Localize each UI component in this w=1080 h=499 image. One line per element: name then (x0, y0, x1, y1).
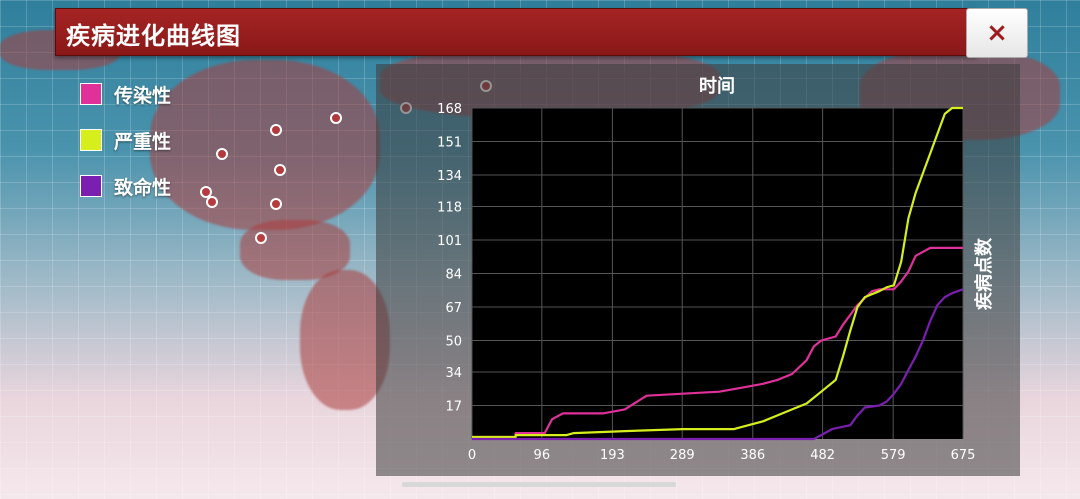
airport-icon (274, 164, 286, 176)
y-axis-label: 疾病点数 (973, 237, 995, 310)
series-line-1 (472, 246, 963, 439)
chart-title: 时间 (699, 76, 735, 97)
close-icon: × (986, 18, 1008, 48)
y-tick-label: 134 (437, 169, 462, 184)
legend-swatch (80, 83, 102, 105)
series-line-2 (472, 106, 963, 439)
dialog-title: 疾病进化曲线图 (66, 22, 241, 50)
x-axis-ticks: 0 96 193 289 386 482 579 675 (468, 448, 976, 463)
y-tick-label: 84 (445, 268, 462, 283)
disease-evolution-chart: 17 34 50 67 84 101 118 134 151 168 0 96 193 289 386 48… (437, 76, 995, 463)
legend-item-infectivity[interactable]: 传染性 (80, 82, 172, 107)
x-tick-label: 193 (600, 448, 625, 463)
legend-label: 传染性 (114, 84, 172, 107)
horizontal-scrollbar[interactable] (402, 482, 676, 487)
x-tick-label: 0 (468, 448, 476, 463)
legend-item-lethality[interactable]: 致命性 (80, 174, 172, 199)
legend-swatch (80, 175, 102, 197)
airport-icon (216, 148, 228, 160)
close-button[interactable]: × (966, 8, 1028, 58)
y-tick-label: 50 (445, 334, 462, 349)
chart-legend: 传染性 严重性 致命性 (80, 82, 171, 220)
x-tick-label: 386 (740, 448, 765, 463)
chart-panel: 17 34 50 67 84 101 118 134 151 168 0 96 193 289 386 48… (376, 64, 1020, 476)
legend-item-severity[interactable]: 严重性 (80, 128, 172, 153)
y-tick-label: 67 (445, 301, 462, 316)
legend-label: 致命性 (114, 176, 172, 199)
x-tick-label: 675 (951, 448, 976, 463)
legend-swatch (80, 129, 102, 151)
airport-icon (200, 186, 212, 198)
y-axis-ticks: 17 34 50 67 84 101 118 134 151 168 (437, 102, 462, 415)
map-landmass (240, 220, 350, 280)
y-tick-label: 17 (445, 400, 462, 415)
x-tick-label: 96 (534, 448, 551, 463)
series-line-3 (472, 288, 964, 441)
airport-icon (206, 196, 218, 208)
airport-icon (270, 124, 282, 136)
series-lines (472, 106, 964, 441)
y-tick-label: 118 (437, 201, 462, 216)
map-landmass (150, 60, 380, 230)
airport-icon (255, 232, 267, 244)
x-tick-label: 289 (670, 448, 695, 463)
dialog-title-bar: 疾病进化曲线图 (55, 8, 977, 56)
y-tick-label: 151 (437, 135, 462, 150)
y-tick-label: 101 (437, 234, 462, 249)
y-tick-label: 34 (445, 366, 462, 381)
y-tick-label: 168 (437, 102, 462, 117)
airport-icon (270, 198, 282, 210)
legend-label: 严重性 (114, 130, 172, 153)
map-landmass (300, 270, 390, 410)
x-tick-label: 482 (810, 448, 835, 463)
x-tick-label: 579 (881, 448, 906, 463)
airport-icon (330, 112, 342, 124)
